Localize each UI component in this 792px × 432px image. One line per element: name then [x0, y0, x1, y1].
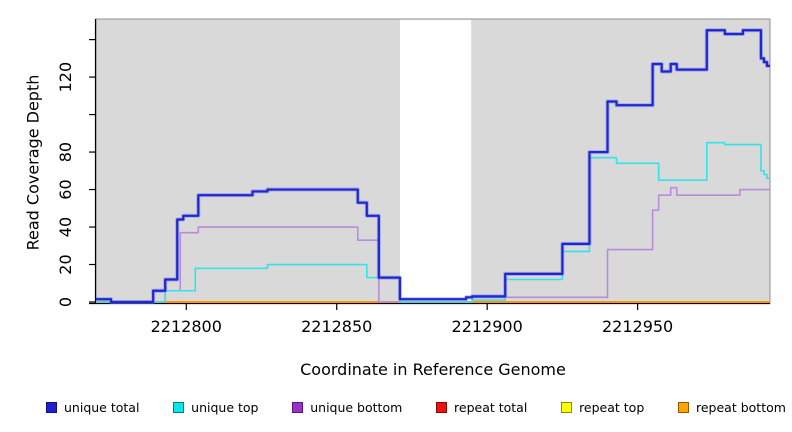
y-tick-label: 60 — [56, 179, 75, 199]
legend-swatch-icon — [173, 402, 185, 413]
x-tick-label: 2212850 — [301, 317, 372, 336]
legend-item-label: unique bottom — [310, 400, 403, 415]
legend-item-label: repeat top — [579, 400, 645, 415]
y-tick-label: 20 — [56, 254, 75, 274]
legend-item-unique-top: unique top — [173, 400, 258, 415]
y-tick-label: 0 — [56, 297, 75, 307]
y-axis-title: Read Coverage Depth — [23, 74, 43, 251]
x-tick-label: 2212950 — [602, 317, 673, 336]
legend-item-unique-total: unique total — [46, 400, 139, 415]
uncovered-region — [399, 19, 472, 303]
legend-item-label: unique top — [191, 400, 259, 415]
series-line-unique-top — [96, 141, 770, 303]
x-axis-title: Coordinate in Reference Genome — [300, 360, 566, 379]
series-line-unique-total — [96, 29, 770, 304]
y-tick-label: 40 — [56, 217, 75, 237]
legend-item-label: unique total — [64, 400, 140, 415]
x-tick-label: 2212800 — [151, 317, 222, 336]
legend-item-repeat-top: repeat top — [561, 400, 644, 415]
legend-item-label: repeat bottom — [696, 400, 786, 415]
series-line-unique-bottom — [96, 186, 770, 303]
legend-swatch-icon — [292, 402, 304, 413]
legend-swatch-icon — [678, 402, 689, 413]
y-tick-label: 80 — [56, 142, 75, 162]
legend-swatch-icon — [46, 402, 57, 413]
legend-swatch-icon — [436, 402, 448, 413]
legend-item-unique-bottom: unique bottom — [292, 400, 402, 415]
x-tick-label: 2212900 — [452, 317, 523, 336]
y-tick-label: 120 — [56, 62, 75, 93]
legend-item-repeat-bottom: repeat bottom — [678, 400, 786, 415]
chart-legend: unique total unique top unique bottom re… — [46, 400, 786, 415]
legend-swatch-icon — [561, 402, 573, 413]
legend-item-repeat-total: repeat total — [436, 400, 527, 415]
legend-item-label: repeat total — [454, 400, 528, 415]
